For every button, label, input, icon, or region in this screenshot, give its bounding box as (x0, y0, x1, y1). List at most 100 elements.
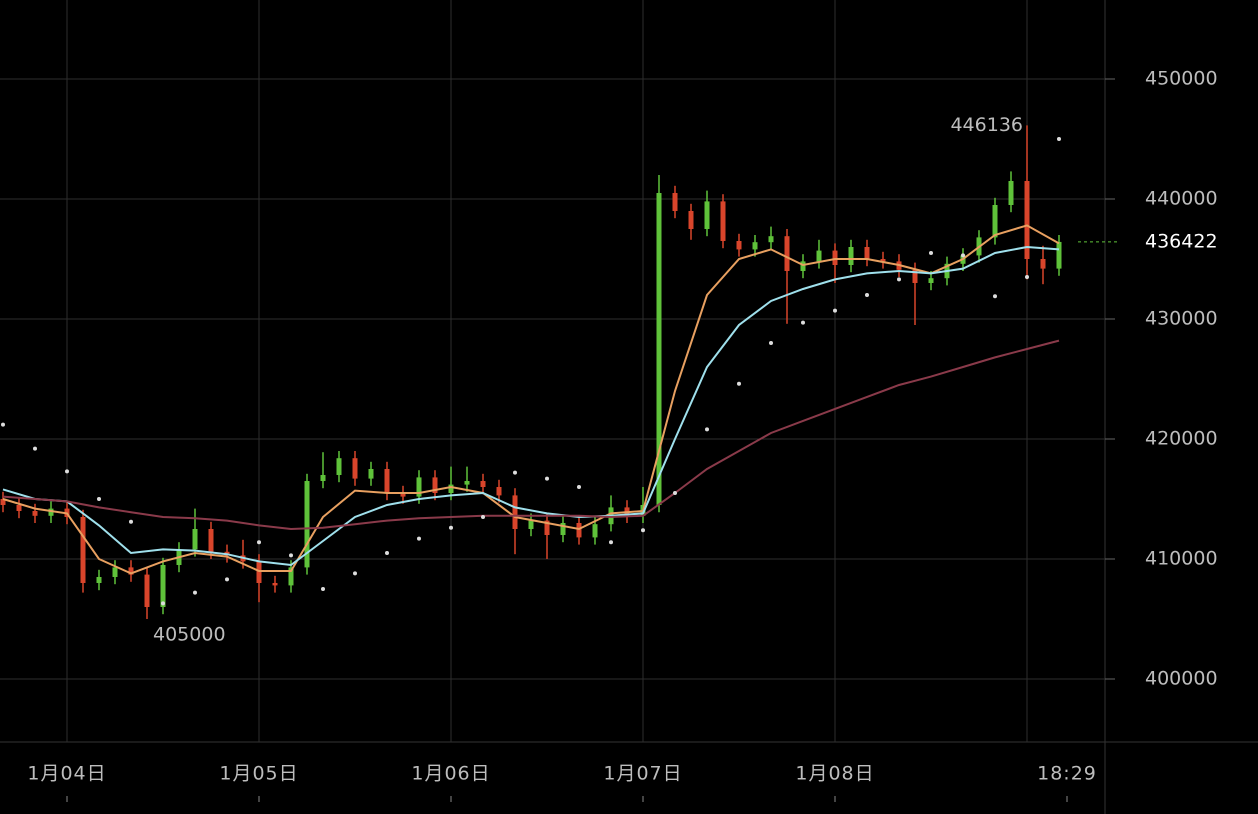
candle-body (352, 458, 358, 479)
candle-body (528, 520, 534, 529)
candle-body (32, 510, 38, 516)
sar-dot (481, 514, 485, 519)
y-tick-label: 450000 (1145, 67, 1218, 89)
candle-body (128, 567, 134, 575)
candle-body (320, 474, 326, 481)
sar-dot (673, 490, 677, 495)
sar-dot (1, 422, 5, 427)
candle-body (848, 246, 854, 265)
candle-body (96, 576, 102, 583)
candle-body (1008, 180, 1014, 205)
y-tick-label: 440000 (1145, 187, 1218, 209)
candle-body (992, 204, 998, 238)
sar-dot (353, 571, 357, 576)
moving-average (2, 245, 1060, 567)
moving-average (2, 224, 1060, 575)
y-tick-label: 420000 (1145, 427, 1218, 449)
candle-body (832, 250, 838, 265)
x-tick-label: 1月07日 (603, 763, 682, 785)
sar-dot (449, 525, 453, 530)
sar-dot (225, 577, 229, 582)
sar-dot (865, 292, 869, 297)
x-tick-label: 18:29 (1037, 763, 1097, 785)
candle-body (512, 495, 518, 529)
y-tick-label: 410000 (1145, 547, 1218, 569)
candle-body (432, 477, 438, 493)
sar-dot (705, 427, 709, 432)
max-label: 446136 (950, 114, 1023, 136)
sar-dot (961, 253, 965, 258)
candle-body (16, 504, 22, 511)
candle-body (112, 567, 118, 577)
candle-body (144, 574, 150, 607)
candle-body (688, 210, 694, 229)
sar-dot (769, 340, 773, 345)
candle-body (544, 520, 550, 535)
sar-dot (161, 601, 165, 606)
candle-body (192, 528, 198, 550)
sar-dot (609, 540, 613, 545)
candle-body (560, 522, 566, 535)
candle-body (272, 582, 278, 586)
sar-dot (513, 470, 517, 475)
candle-body (576, 522, 582, 538)
y-tick-label: 400000 (1145, 667, 1218, 689)
candle-body (912, 269, 918, 283)
candle-body (288, 567, 294, 586)
candle-body (336, 458, 342, 475)
candle-body (304, 480, 310, 568)
sar-dot (577, 484, 581, 489)
candle-body (704, 201, 710, 229)
sar-dot (385, 550, 389, 555)
y-tick-label: 430000 (1145, 307, 1218, 329)
sar-dot (833, 308, 837, 313)
x-tick-label: 1月04日 (27, 763, 106, 785)
last-price-label: 436422 (1145, 230, 1218, 252)
candle-body (448, 484, 454, 493)
candle-body (496, 486, 502, 496)
sar-dot (193, 590, 197, 595)
candle-body (256, 561, 262, 583)
sar-dot (321, 586, 325, 591)
candle-body (480, 480, 486, 487)
sar-dot (929, 250, 933, 255)
sar-dot (897, 277, 901, 282)
sar-dot (129, 519, 133, 524)
candle-body (1056, 241, 1062, 269)
sar-dot (289, 553, 293, 558)
candle-body (784, 236, 790, 271)
sar-dot (737, 381, 741, 386)
candle-body (416, 477, 422, 497)
sar-dot (545, 476, 549, 481)
sar-dot (65, 469, 69, 474)
sar-dot (417, 536, 421, 541)
sar-dot (993, 294, 997, 299)
x-tick-label: 1月06日 (411, 763, 490, 785)
candle-body (208, 528, 214, 552)
x-tick-label: 1月08日 (795, 763, 874, 785)
candle-body (880, 258, 886, 262)
candle-body (864, 246, 870, 259)
candle-body (48, 508, 54, 516)
candle-body (384, 468, 390, 493)
candle-body (592, 524, 598, 538)
sar-dot (97, 496, 101, 501)
candle-body (1024, 180, 1030, 259)
candle-body (752, 242, 758, 250)
sar-dot (801, 320, 805, 325)
candle-body (768, 236, 774, 243)
candle-body (736, 240, 742, 250)
sar-dot (641, 528, 645, 533)
x-tick-label: 1月05日 (219, 763, 298, 785)
candle-body (720, 201, 726, 241)
sar-dot (33, 446, 37, 451)
candle-body (400, 492, 406, 497)
candle-body (800, 261, 806, 271)
sar-dot (257, 540, 261, 545)
candle-body (928, 278, 934, 283)
candle-body (80, 516, 86, 583)
candle-body (0, 498, 6, 505)
